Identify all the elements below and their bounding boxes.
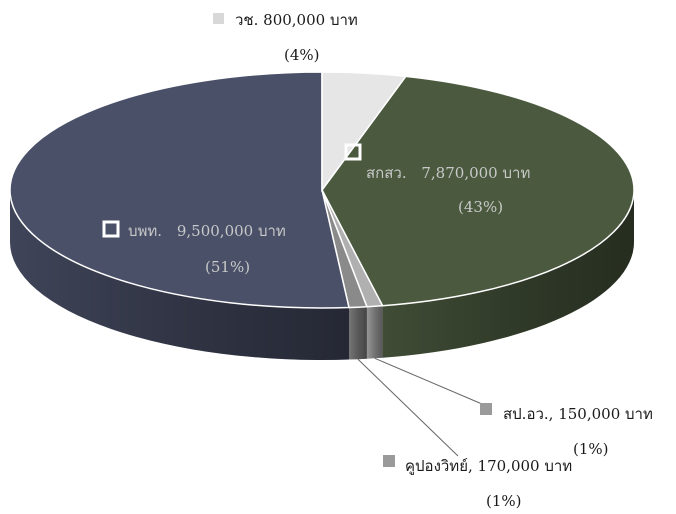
label-coupon-percent: (1%) (486, 492, 522, 510)
svg-text:บพท. 9,500,000 บาท: บพท. 9,500,000 บาท (128, 222, 286, 240)
pie-side-shade-bpt (10, 190, 350, 360)
label-wc-value: 800,000 (263, 11, 325, 29)
label-tskw-percent: (43%) (458, 198, 503, 216)
leader-line-coupon (357, 358, 459, 457)
label-bpt-value: 9,500,000 (177, 222, 253, 240)
svg-text:สกสว. 7,870,000 บาท: สกสว. 7,870,000 บาท (366, 164, 530, 182)
label-wc-unit: บาท (330, 11, 358, 29)
label-coupon-value: 170,000 (478, 457, 540, 475)
label-coupon-unit: บาท (544, 457, 572, 475)
pie-slice-wc (321, 71, 408, 193)
label-spow-name: สป.อว., (503, 405, 553, 423)
leader-lines (357, 357, 483, 457)
label-bpt-unit: บาท (258, 222, 286, 240)
pie-side-shade-spow (366, 305, 383, 359)
legend-marker-wc (213, 13, 224, 24)
svg-text:คูปองวิทย์, 170,000 บา: คูปองวิทย์, 170,000 บาท (405, 457, 572, 475)
pie-slice-tskw (321, 75, 635, 307)
legend-marker-tskw (344, 143, 362, 161)
label-spow-value: 150,000 (558, 405, 620, 423)
label-spow-percent: (1%) (573, 440, 609, 458)
label-wc-name: วช. (235, 11, 258, 29)
leader-line-spow (374, 357, 483, 405)
svg-text:วช. 800,000 บาท: วช. 800,000 บาท (235, 11, 358, 29)
pie-sides (10, 190, 634, 360)
legend-marker-bpt (102, 220, 120, 238)
pie-side-shade-coupon (349, 306, 367, 360)
label-coupon-name: คูปองวิทย์, (405, 457, 473, 475)
label-spow-unit: บาท (625, 405, 653, 423)
legend-marker-coupon (383, 455, 395, 467)
label-tskw-unit: บาท (503, 164, 531, 182)
label-bpt-percent: (51%) (205, 258, 250, 276)
label-tskw-name: สกสว. (366, 164, 407, 182)
label-tskw-value: 7,870,000 (421, 164, 497, 182)
svg-text:สป.อว., 150,000 บาท: สป.อว., 150,000 บาท (503, 405, 653, 423)
legend-marker-spow (480, 403, 492, 415)
pie-slices (9, 71, 635, 309)
label-bpt-name: บพท. (128, 222, 162, 240)
pie-side-shade-tskw (382, 190, 634, 358)
label-wc-percent: (4%) (284, 46, 320, 64)
pie-slice-bpt (9, 71, 350, 309)
